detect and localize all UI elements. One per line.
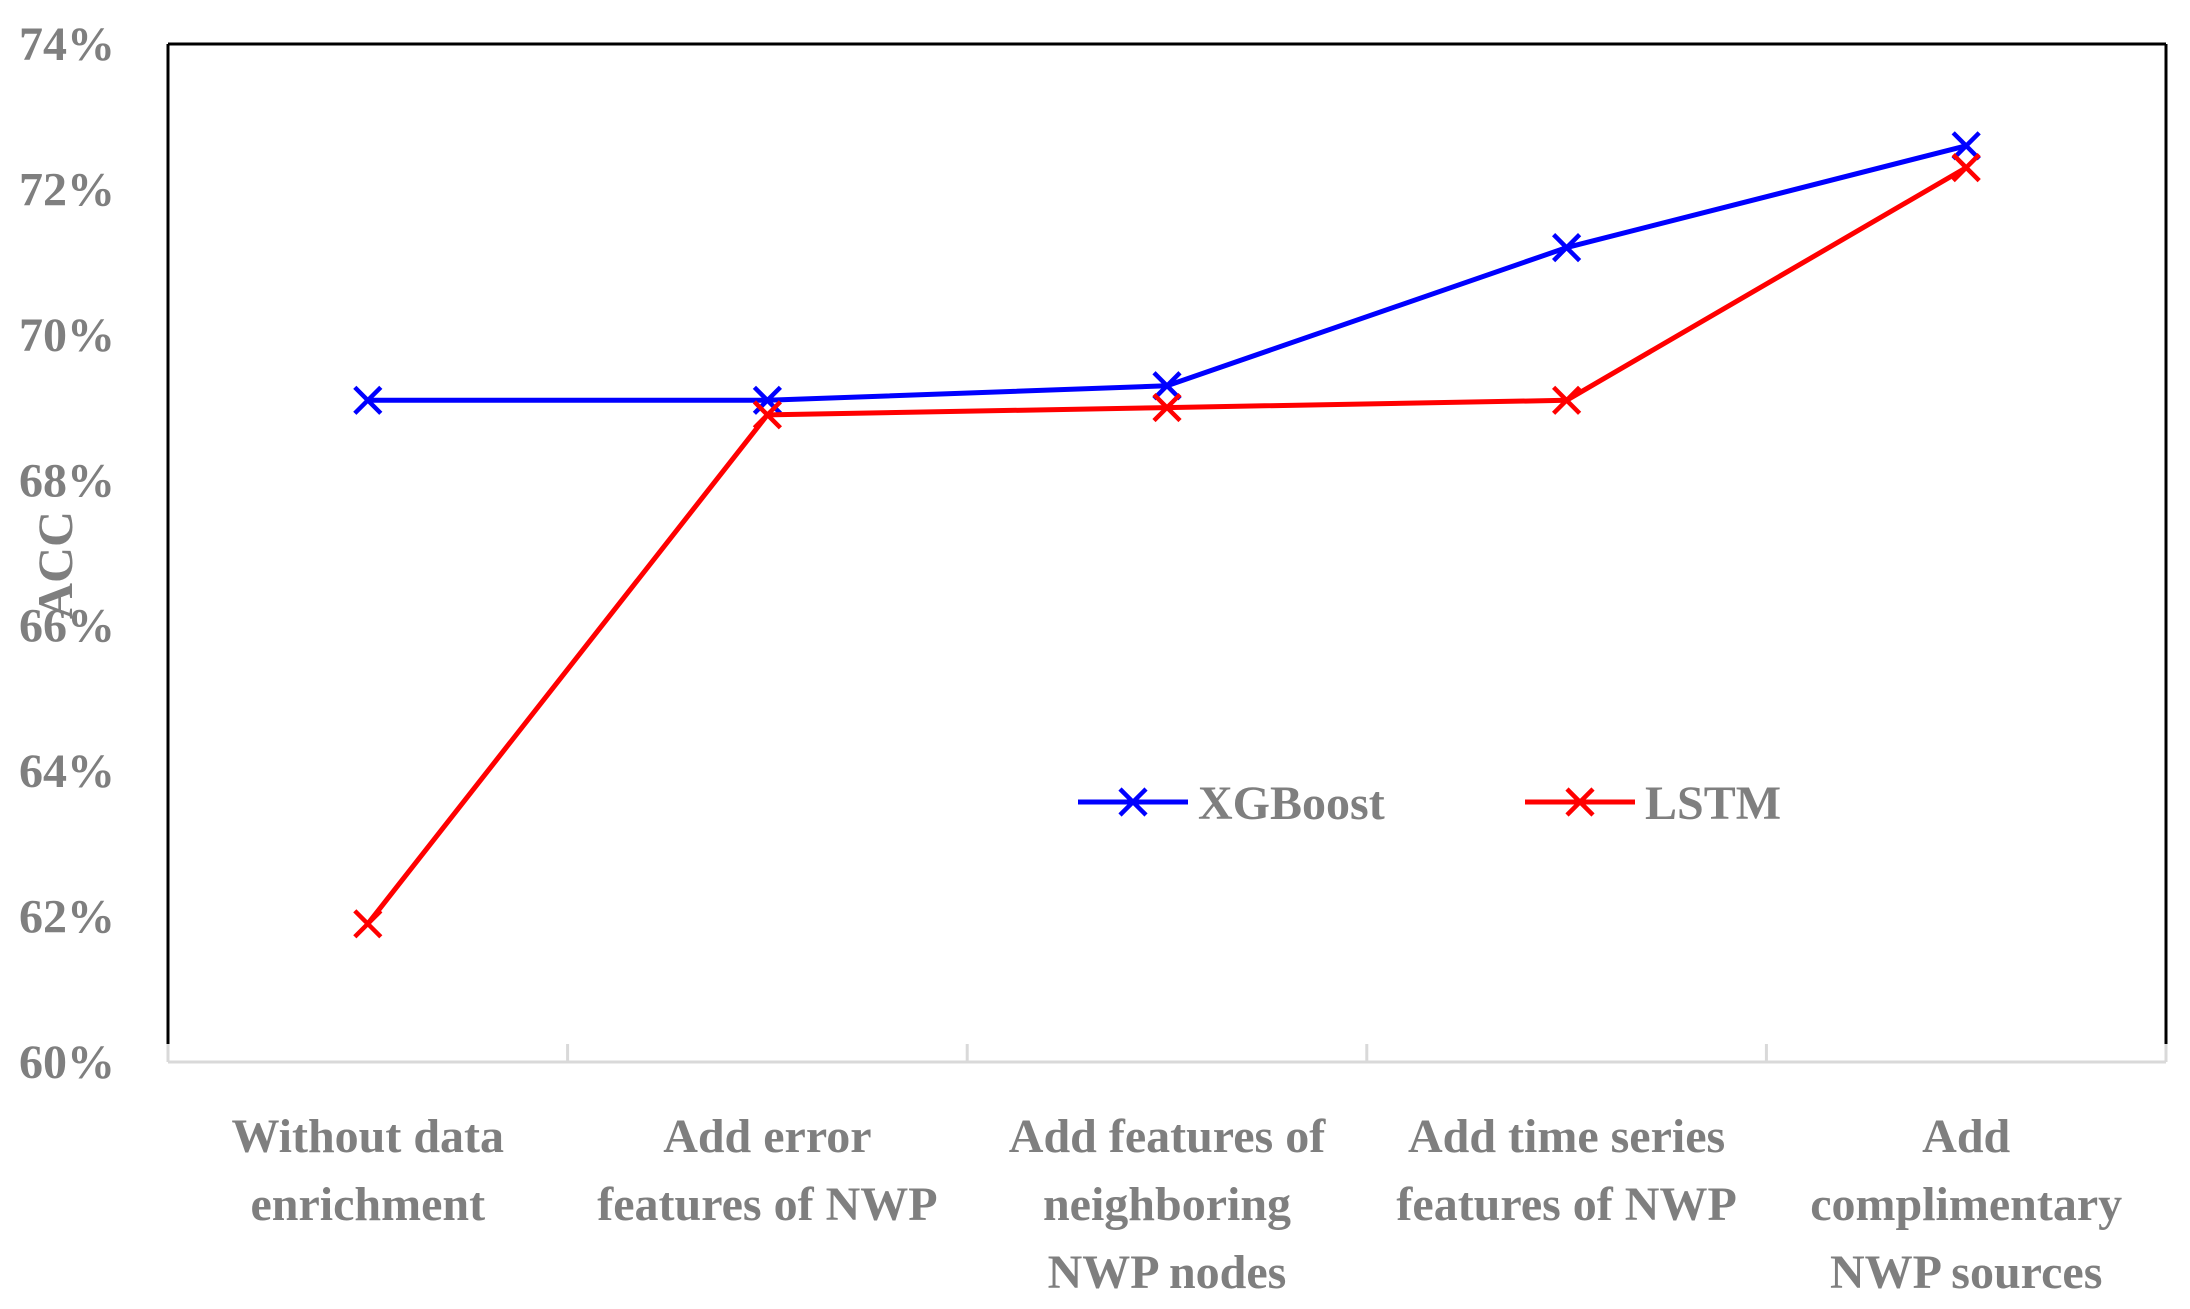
y-axis-title: ACC [27,511,83,619]
plot-frame [166,42,2168,1064]
series-layer [353,131,1981,939]
xgboost-legend-label: XGBoost [1198,777,1385,830]
lstm-data-point [1552,385,1582,415]
y-tick-label: 64% [19,745,115,798]
y-tick-label: 66% [19,600,115,653]
xgboost-series-line [367,143,1967,403]
y-tick-label: 70% [19,309,115,362]
y-tick-label: 62% [19,891,115,944]
lstm-data-point [752,400,782,430]
lstm-data-point [353,909,383,939]
y-tick-label: 72% [19,163,115,216]
x-tick-label: Add features of neighboring NWP nodes [1009,1110,1326,1299]
legend: XGBoost LSTM [1078,777,1781,830]
x-tick-label: Add complimentary NWP sources [1810,1110,2122,1299]
y-tick-label: 60% [19,1036,115,1089]
y-axis-tick-labels: 60% 62% 64% 66% 68% 70% 72% 74% [19,18,115,1089]
lstm-legend-label: LSTM [1645,777,1781,830]
xgboost-data-point [353,385,383,415]
x-tick-label: Add error features of NWP [597,1110,937,1231]
xgboost-data-point [1951,131,1981,161]
xgboost-legend-marker [1118,787,1148,817]
y-tick-label: 74% [19,18,115,71]
xgboost-data-point [1152,371,1182,401]
lstm-data-point [1152,392,1182,423]
lstm-data-point [1951,153,1981,183]
y-tick-label: 68% [19,454,115,507]
x-axis-tick-labels: Without data enrichment Add error features … [232,1110,2123,1299]
lstm-legend-marker [1565,787,1595,817]
x-tick-label: Without data enrichment [232,1110,505,1231]
x-tick-label: Add time series features of NWP [1396,1110,1736,1231]
xgboost-data-point [1552,233,1582,263]
